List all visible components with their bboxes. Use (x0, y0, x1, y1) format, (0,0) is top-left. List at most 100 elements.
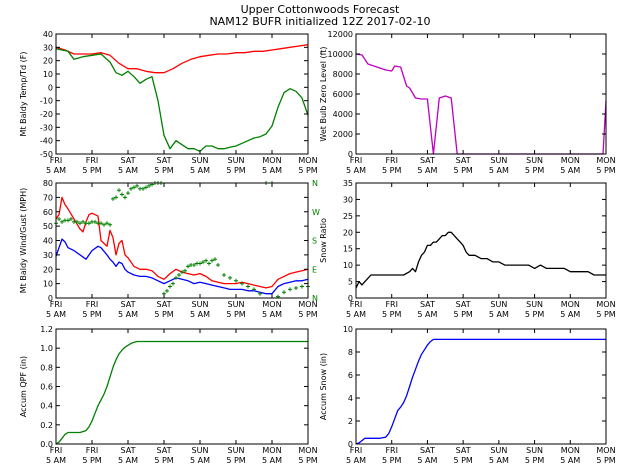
x-tick-label-time: 5 PM (226, 310, 245, 319)
x-tick-label-day: SUN (526, 446, 543, 455)
x-tick-label-time: 5 PM (82, 166, 101, 175)
x-tick-label-time: 5 PM (226, 166, 245, 175)
snowratio-axes-frame (355, 182, 607, 299)
x-tick-label-time: 5 PM (298, 456, 317, 465)
direction-tick-label: N (312, 294, 318, 303)
direction-marker (210, 258, 214, 263)
x-tick-label-time: 5 AM (190, 166, 210, 175)
y-tick-label: 10000 (328, 50, 353, 59)
x-tick-label-time: 5 PM (596, 456, 615, 465)
direction-marker (165, 288, 169, 293)
x-tick-label-day: SAT (157, 156, 172, 165)
x-tick-label-time: 5 AM (489, 456, 509, 465)
y-tick-label: 15 (343, 245, 353, 254)
x-tick-label-day: MON (596, 300, 615, 309)
x-tick-label-time: 5 AM (346, 166, 366, 175)
x-tick-label-day: MON (262, 300, 281, 309)
y-tick-label: 30 (43, 251, 53, 260)
temp-series-temp (55, 44, 309, 74)
direction-marker (108, 222, 112, 227)
direction-marker (87, 221, 91, 226)
x-tick-label-time: 5 AM (118, 166, 138, 175)
x-tick-label-time: 5 PM (82, 456, 101, 465)
direction-marker (207, 261, 211, 266)
qpf-series-accum-qpf (55, 340, 308, 445)
direction-marker (129, 186, 133, 191)
direction-marker (294, 285, 298, 290)
x-tick-label-time: 5 AM (346, 456, 366, 465)
direction-marker (201, 260, 205, 265)
direction-marker (60, 219, 64, 224)
x-tick-label-day: SAT (456, 446, 471, 455)
x-tick-label-day: FRI (86, 300, 99, 309)
y-tick-label: 20 (43, 265, 53, 274)
direction-marker (174, 275, 178, 280)
y-tick-label: 50 (43, 222, 53, 231)
y-tick-label: -30 (40, 123, 53, 132)
y-tick-label: 8 (348, 348, 353, 357)
x-tick-label-day: MON (561, 446, 580, 455)
direction-marker (75, 219, 79, 224)
x-tick-label-time: 5 PM (453, 166, 472, 175)
snowratio-series-snow-ratio (355, 231, 606, 289)
y-tick-label: 0 (48, 83, 53, 92)
x-tick-label-time: 5 AM (118, 310, 138, 319)
figure-title-line1: Upper Cottonwoods Forecast (241, 3, 400, 16)
x-tick-label-day: SUN (192, 446, 209, 455)
y-tick-label: 0 (348, 294, 353, 303)
x-tick-label-day: FRI (50, 446, 63, 455)
direction-marker (228, 275, 232, 280)
wetbulb-axes-frame (355, 33, 607, 155)
direction-marker (183, 268, 187, 273)
x-tick-label-day: SUN (490, 156, 507, 165)
y-tick-label: 60 (43, 208, 53, 217)
x-tick-label-day: MON (596, 156, 615, 165)
wetbulb-y-axis-label: Wet Bulb Zero Level (ft) (319, 46, 328, 141)
x-tick-label-time: 5 AM (118, 456, 138, 465)
direction-marker (81, 219, 85, 224)
direction-marker (288, 287, 292, 292)
direction-marker (123, 195, 127, 200)
direction-tick-label: N (312, 179, 318, 188)
direction-marker (141, 186, 145, 191)
direction-marker (105, 221, 109, 226)
x-tick-label-day: SUN (228, 300, 245, 309)
direction-marker (78, 221, 82, 226)
x-tick-label-time: 5 PM (525, 310, 544, 319)
direction-marker (102, 222, 106, 227)
x-tick-label-time: 5 AM (190, 456, 210, 465)
x-tick-label-day: SAT (456, 300, 471, 309)
direction-marker (171, 281, 175, 286)
y-tick-label: 0 (48, 294, 53, 303)
direction-marker (300, 284, 304, 289)
direction-marker (99, 221, 103, 226)
y-tick-label: 10 (343, 325, 353, 334)
x-tick-label-time: 5 PM (154, 456, 173, 465)
x-tick-label-time: 5 PM (298, 166, 317, 175)
y-tick-label: 4 (348, 394, 353, 403)
x-tick-label-time: 5 PM (298, 310, 317, 319)
direction-marker (198, 261, 202, 266)
direction-marker (186, 264, 190, 269)
direction-marker (168, 284, 172, 289)
direction-marker (192, 262, 196, 267)
x-tick-label-day: SAT (157, 300, 172, 309)
direction-tick-label: E (312, 265, 317, 274)
y-tick-label: 0.8 (40, 363, 53, 372)
y-tick-label: 1.2 (40, 325, 53, 334)
direction-marker (246, 284, 250, 289)
x-tick-label-time: 5 PM (226, 456, 245, 465)
x-tick-label-day: FRI (385, 446, 398, 455)
direction-marker (147, 183, 151, 188)
x-tick-label-day: FRI (385, 300, 398, 309)
direction-marker (120, 192, 124, 197)
y-tick-label: 40 (43, 30, 53, 39)
y-tick-label: 4000 (333, 110, 353, 119)
temp-series-dewpoint (55, 48, 309, 152)
x-tick-label-day: MON (298, 446, 317, 455)
x-tick-label-day: MON (298, 156, 317, 165)
x-tick-label-time: 5 PM (596, 166, 615, 175)
direction-marker (216, 262, 220, 267)
